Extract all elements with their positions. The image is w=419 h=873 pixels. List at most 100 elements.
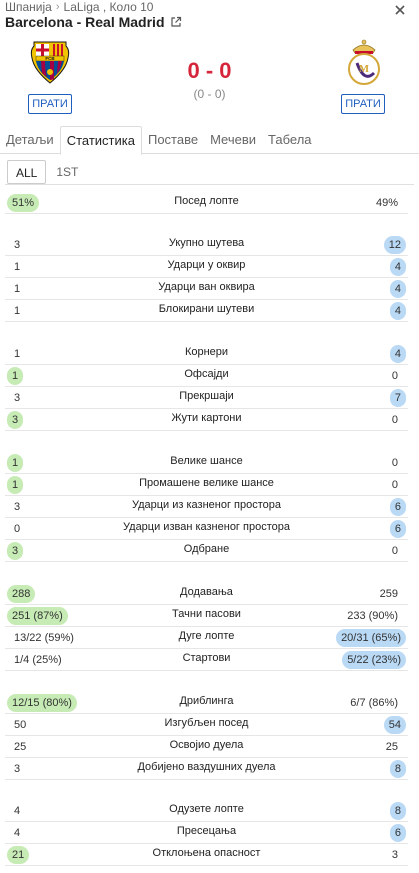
- stat-away-value: 233 (90%): [347, 610, 398, 622]
- stat-away-value: 7: [389, 389, 406, 407]
- stat-label: Корнери: [184, 346, 229, 358]
- halftime-score: (0 - 0): [193, 87, 226, 101]
- stat-row: Ударци у оквир 1 4: [5, 256, 408, 278]
- stat-row: Прекршаји 3 7: [5, 387, 408, 409]
- match-header: Шпанија › LaLiga , Коло 10 Barcelona - R…: [0, 0, 419, 36]
- chevron-right-icon: ›: [55, 1, 60, 13]
- stat-label: Ударци ван оквира: [158, 281, 255, 293]
- breadcrumb-league[interactable]: LaLiga , Коло 10: [63, 0, 154, 14]
- stat-away-value: 25: [385, 741, 398, 753]
- stat-label: Укупно шутева: [168, 237, 245, 249]
- stat-away-value: 4: [389, 258, 406, 276]
- stat-home-value: 1: [7, 454, 24, 472]
- period-1st[interactable]: 1ST: [56, 165, 79, 179]
- stat-row: Тачни пасови 251 (87%) 233 (90%): [5, 605, 408, 627]
- stat-away-value: 0: [391, 414, 398, 426]
- tab-details[interactable]: Детаљи: [6, 132, 54, 147]
- stat-row: Пресецања 4 6: [5, 822, 408, 844]
- stat-row: Ударци из казненог простора 3 6: [5, 496, 408, 518]
- stat-row: Корнери 1 4: [5, 343, 408, 365]
- external-link-icon[interactable]: [170, 16, 182, 28]
- stat-away-value: 5/22 (23%): [342, 651, 406, 669]
- tab-lineups[interactable]: Поставе: [147, 132, 199, 147]
- tab-statistics[interactable]: Статистика: [59, 126, 142, 155]
- stat-away-value: 6: [389, 824, 406, 842]
- stat-home-value: 3: [7, 542, 24, 560]
- crest-text: FCB: [45, 56, 55, 61]
- stat-row: Ударци изван казненог простора 0 6: [5, 518, 408, 540]
- stat-away-value: 4: [389, 345, 406, 363]
- breadcrumb: Шпанија › LaLiga , Коло 10: [5, 0, 153, 14]
- stat-home-value: 3: [14, 501, 21, 513]
- stat-away-value: 4: [389, 280, 406, 298]
- stat-row: Изгубљен посед 50 54: [5, 714, 408, 736]
- barcelona-crest-icon: FCB: [30, 41, 70, 84]
- stat-away-value: 49%: [375, 197, 398, 209]
- breadcrumb-country[interactable]: Шпанија: [5, 0, 52, 14]
- stat-home-value: 251 (87%): [7, 607, 68, 625]
- stat-row: Посед лопте 51% 49%: [5, 192, 408, 214]
- stat-row: Добијено ваздушних дуела 3 8: [5, 758, 408, 780]
- stat-label: Дуге лопте: [178, 630, 235, 642]
- stat-label: Пресецања: [176, 825, 237, 837]
- stat-label: Освојио дуела: [169, 739, 244, 751]
- stat-label: Блокирани шутеви: [158, 303, 255, 315]
- stat-row: Додавања 288 259: [5, 583, 408, 605]
- stat-away-value: 54: [383, 716, 406, 734]
- stat-away-value: 8: [389, 760, 406, 778]
- match-tabs: Детаљи Статистика Поставе Мечеви Табела: [0, 126, 419, 155]
- stat-row: Офсајди 1 0: [5, 365, 408, 387]
- period-all[interactable]: ALL: [7, 160, 47, 184]
- stat-away-value: 0: [391, 457, 398, 469]
- stat-home-value: 50: [14, 719, 27, 731]
- svg-text:M: M: [359, 63, 370, 75]
- stat-label: Прекршаји: [179, 390, 234, 402]
- stat-away-value: 0: [391, 545, 398, 557]
- match-title-text: Barcelona - Real Madrid: [5, 14, 165, 30]
- stat-row: Жути картони 3 0: [5, 409, 408, 431]
- stat-home-value: 12/15 (80%): [7, 694, 77, 712]
- stat-label: Изгубљен посед: [164, 717, 249, 729]
- stat-label: Добијено ваздушних дуела: [137, 761, 276, 773]
- follow-away-button[interactable]: ПРАТИ: [341, 94, 385, 114]
- tab-matches[interactable]: Мечеви: [210, 132, 257, 147]
- stat-label: Одбране: [183, 543, 230, 555]
- period-selector: ALL 1ST: [7, 160, 86, 184]
- stat-away-value: 8: [389, 802, 406, 820]
- stat-row: Стартови 1/4 (25%) 5/22 (23%): [5, 649, 408, 671]
- stat-home-value: 3: [14, 763, 21, 775]
- stat-away-value: 3: [391, 849, 398, 861]
- stat-row: Ударци ван оквира 1 4: [5, 278, 408, 300]
- score: 0 - 0: [187, 58, 232, 83]
- stat-away-value: 6/7 (86%): [350, 697, 398, 709]
- tab-table[interactable]: Табела: [268, 132, 312, 147]
- stat-row: Дуге лопте 13/22 (59%) 20/31 (65%): [5, 627, 408, 649]
- stat-label: Велике шансе: [170, 455, 243, 467]
- stat-label: Стартови: [182, 652, 231, 664]
- stat-row: Одбране 3 0: [5, 540, 408, 562]
- stat-home-value: 3: [14, 392, 21, 404]
- stat-away-value: 4: [389, 302, 406, 320]
- stat-label: Додавања: [180, 586, 233, 598]
- stat-row: Одузете лопте 4 8: [5, 800, 408, 822]
- home-team[interactable]: FCB: [20, 36, 80, 91]
- stat-away-value: 20/31 (65%): [336, 629, 406, 647]
- away-team[interactable]: M: [334, 36, 394, 91]
- stat-label: Промашене велике шансе: [139, 477, 274, 489]
- stat-away-value: 6: [389, 498, 406, 516]
- stat-home-value: 51%: [7, 194, 40, 212]
- stat-home-value: 3: [14, 239, 21, 251]
- stat-home-value: 1: [14, 348, 21, 360]
- stat-home-value: 0: [14, 523, 21, 535]
- stat-label: Офсајди: [184, 368, 229, 380]
- stat-home-value: 4: [14, 805, 21, 817]
- stat-row: Блокирани шутеви 1 4: [5, 300, 408, 322]
- stat-away-value: 0: [391, 370, 398, 382]
- stat-home-value: 13/22 (59%): [14, 632, 74, 644]
- follow-home-button[interactable]: ПРАТИ: [28, 94, 72, 114]
- close-icon[interactable]: [393, 3, 407, 17]
- stat-away-value: 0: [391, 479, 398, 491]
- match-title: Barcelona - Real Madrid: [5, 14, 182, 30]
- divider: [5, 184, 414, 185]
- stat-row: Отклоњена опасност 21 3: [5, 844, 408, 866]
